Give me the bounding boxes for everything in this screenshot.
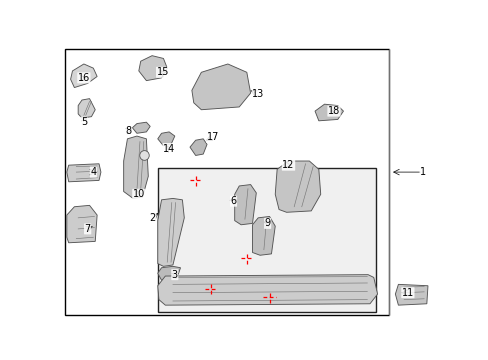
Text: 7: 7 (84, 224, 91, 234)
Polygon shape (158, 275, 377, 305)
Text: 14: 14 (163, 144, 175, 153)
Text: 13: 13 (251, 90, 264, 99)
Polygon shape (158, 132, 175, 146)
Text: 17: 17 (206, 132, 219, 143)
Polygon shape (158, 266, 180, 280)
Polygon shape (158, 198, 184, 266)
Polygon shape (275, 161, 320, 212)
Polygon shape (70, 64, 97, 87)
Polygon shape (395, 284, 427, 305)
Text: 3: 3 (171, 270, 178, 280)
Polygon shape (139, 56, 167, 81)
Polygon shape (234, 185, 256, 225)
Polygon shape (132, 122, 150, 133)
Text: 16: 16 (78, 73, 90, 83)
Text: 2: 2 (149, 213, 156, 223)
Polygon shape (78, 99, 95, 118)
Ellipse shape (140, 150, 149, 160)
Polygon shape (123, 136, 148, 198)
Text: 18: 18 (327, 106, 340, 116)
Polygon shape (67, 164, 101, 182)
Polygon shape (191, 64, 250, 110)
Bar (65, 49, 388, 315)
Text: 9: 9 (264, 219, 270, 228)
Text: 12: 12 (282, 160, 294, 170)
Text: 11: 11 (401, 288, 413, 298)
Text: 15: 15 (156, 67, 168, 77)
Polygon shape (67, 205, 97, 243)
Bar (158, 168, 375, 312)
Text: 1: 1 (419, 167, 425, 177)
Polygon shape (252, 216, 275, 255)
Polygon shape (189, 139, 206, 156)
Text: 5: 5 (81, 117, 87, 127)
Text: 6: 6 (230, 196, 236, 206)
Polygon shape (314, 104, 343, 121)
Text: 10: 10 (132, 189, 144, 199)
Text: 4: 4 (90, 167, 96, 177)
Text: 8: 8 (125, 126, 131, 135)
